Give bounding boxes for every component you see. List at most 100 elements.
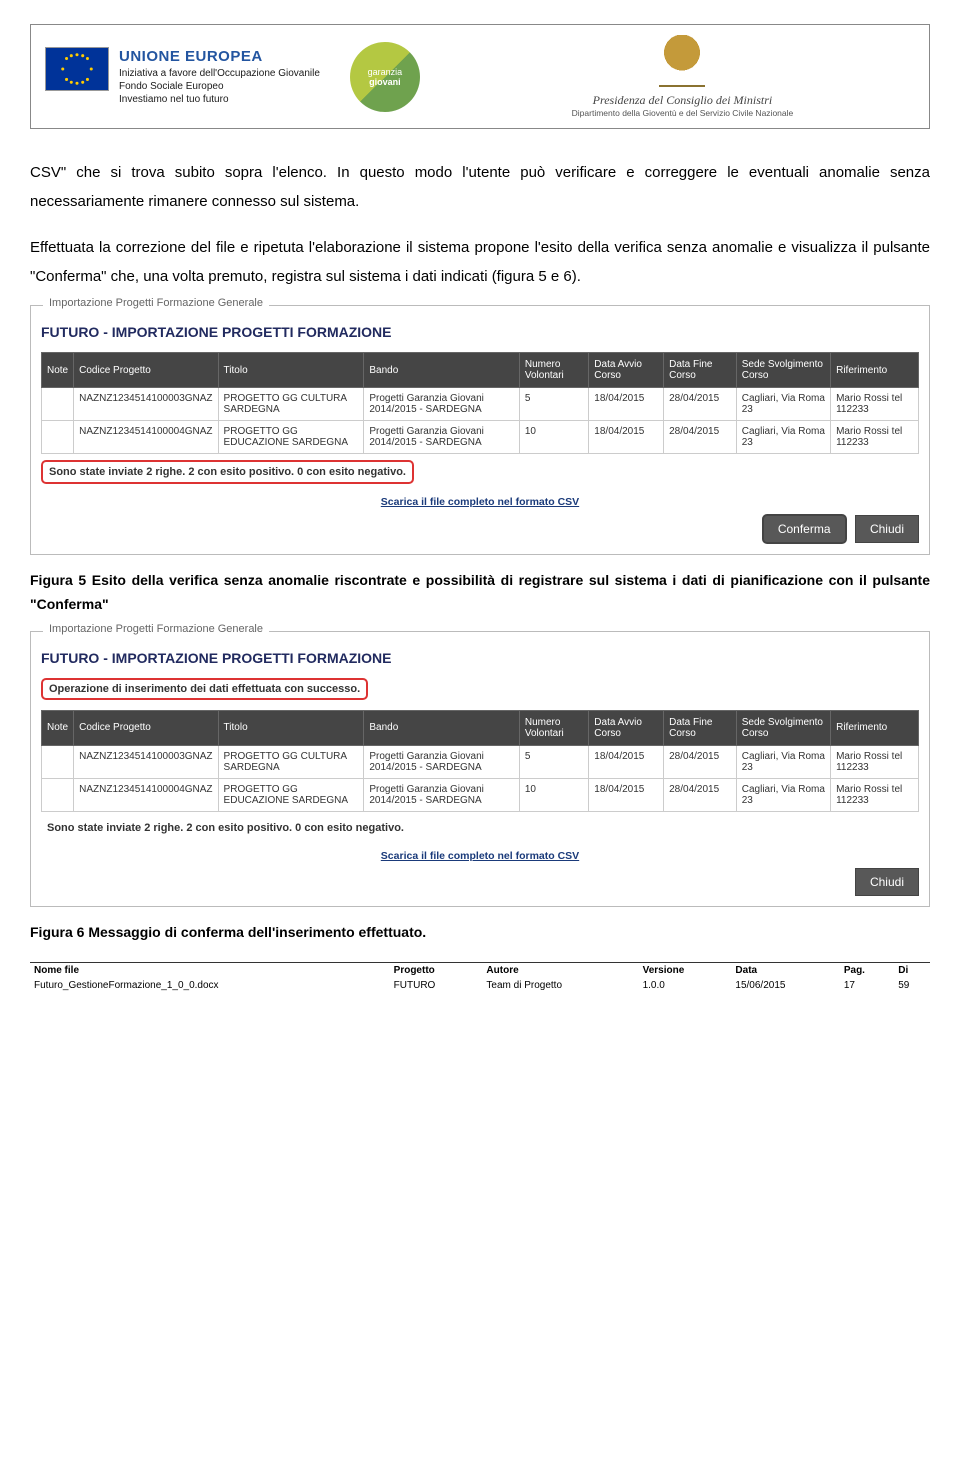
csv-download-link[interactable]: Scarica il file completo nel formato CSV — [41, 496, 919, 508]
footer-versione: 1.0.0 — [639, 978, 732, 993]
chiudi-button-2[interactable]: Chiudi — [855, 868, 919, 896]
table-header-cell: Data Avvio Corso — [589, 353, 664, 388]
conferma-button[interactable]: Conferma — [762, 514, 847, 544]
figure6-legend: Importazione Progetti Formazione General… — [43, 623, 269, 635]
figure6-success-msg: Operazione di inserimento dei dati effet… — [41, 678, 368, 700]
footer-h-progetto: Progetto — [390, 963, 483, 979]
table-header-cell: Data Fine Corso — [664, 710, 737, 745]
table-header-cell: Sede Svolgimento Corso — [736, 353, 830, 388]
eu-flag-icon — [45, 47, 109, 91]
table-cell — [42, 778, 74, 811]
table-cell: 5 — [519, 388, 588, 421]
italian-emblem-icon — [659, 35, 705, 87]
table-cell: 18/04/2015 — [589, 745, 664, 778]
table-header-cell: Bando — [364, 353, 519, 388]
table-cell: 28/04/2015 — [664, 421, 737, 454]
footer-h-versione: Versione — [639, 963, 732, 979]
footer-h-nomefile: Nome file — [30, 963, 390, 979]
table-header-cell: Note — [42, 710, 74, 745]
table-cell: 18/04/2015 — [589, 421, 664, 454]
figure5-panel: Importazione Progetti Formazione General… — [30, 305, 930, 555]
table-cell: Mario Rossi tel 112233 — [831, 421, 919, 454]
table-cell: 10 — [519, 421, 588, 454]
table-cell: Mario Rossi tel 112233 — [831, 388, 919, 421]
table-header-cell: Data Fine Corso — [664, 353, 737, 388]
figure6-section-title: FUTURO - IMPORTAZIONE PROGETTI FORMAZION… — [41, 650, 919, 666]
eu-line1: Iniziativa a favore dell'Occupazione Gio… — [119, 67, 320, 80]
table-cell: Progetti Garanzia Giovani 2014/2015 - SA… — [364, 421, 519, 454]
presidency-title: Presidenza del Consiglio dei Ministri — [450, 93, 915, 108]
table-cell: Cagliari, Via Roma 23 — [736, 778, 830, 811]
table-cell: 28/04/2015 — [664, 388, 737, 421]
table-header-cell: Codice Progetto — [74, 710, 218, 745]
garanzia-bottom: giovani — [368, 77, 403, 87]
table-cell — [42, 421, 74, 454]
figure5-legend: Importazione Progetti Formazione General… — [43, 297, 269, 309]
table-cell: 28/04/2015 — [664, 778, 737, 811]
figure5-status-line: Sono state inviate 2 righe. 2 con esito … — [41, 460, 414, 484]
footer-di: 59 — [894, 978, 930, 993]
csv-download-link-2[interactable]: Scarica il file completo nel formato CSV — [41, 850, 919, 862]
table-header-cell: Numero Volontari — [519, 710, 588, 745]
document-footer: Nome file Progetto Autore Versione Data … — [30, 962, 930, 993]
table-cell: Cagliari, Via Roma 23 — [736, 421, 830, 454]
figure6-caption: Figura 6 Messaggio di conferma dell'inse… — [30, 921, 930, 945]
table-cell: NAZNZ1234514100003GNAZ — [74, 745, 218, 778]
table-header-cell: Numero Volontari — [519, 353, 588, 388]
table-cell: PROGETTO GG CULTURA SARDEGNA — [218, 745, 364, 778]
table-row: NAZNZ1234514100003GNAZPROGETTO GG CULTUR… — [42, 388, 919, 421]
garanzia-logo: garanzia giovani — [350, 42, 420, 112]
table-cell: PROGETTO GG EDUCAZIONE SARDEGNA — [218, 421, 364, 454]
eu-line3: Investiamo nel tuo futuro — [119, 93, 320, 106]
table-cell: 18/04/2015 — [589, 778, 664, 811]
paragraph-2: Effettuata la correzione del file e ripe… — [30, 234, 930, 291]
garanzia-top: garanzia — [368, 67, 403, 77]
figure5-section-title: FUTURO - IMPORTAZIONE PROGETTI FORMAZION… — [41, 324, 919, 340]
table-header-cell: Note — [42, 353, 74, 388]
table-cell: 18/04/2015 — [589, 388, 664, 421]
table-cell: 5 — [519, 745, 588, 778]
table-header-cell: Titolo — [218, 353, 364, 388]
table-cell: Progetti Garanzia Giovani 2014/2015 - SA… — [364, 778, 519, 811]
footer-nomefile: Futuro_GestioneFormazione_1_0_0.docx — [30, 978, 390, 993]
footer-h-data: Data — [731, 963, 839, 979]
figure6-status-line: Sono state inviate 2 righe. 2 con esito … — [41, 818, 410, 838]
table-header-cell: Riferimento — [831, 353, 919, 388]
paragraph-1: CSV" che si trova subito sopra l'elenco.… — [30, 159, 930, 216]
table-row: NAZNZ1234514100003GNAZPROGETTO GG CULTUR… — [42, 745, 919, 778]
footer-h-pag: Pag. — [840, 963, 894, 979]
table-cell: PROGETTO GG CULTURA SARDEGNA — [218, 388, 364, 421]
table-header-cell: Titolo — [218, 710, 364, 745]
eu-line2: Fondo Sociale Europeo — [119, 80, 320, 93]
table-header-cell: Data Avvio Corso — [589, 710, 664, 745]
table-cell: NAZNZ1234514100004GNAZ — [74, 778, 218, 811]
figure6-panel: Importazione Progetti Formazione General… — [30, 631, 930, 907]
footer-data: 15/06/2015 — [731, 978, 839, 993]
presidency-sub: Dipartimento della Gioventù e del Serviz… — [450, 108, 915, 118]
table-header-cell: Codice Progetto — [74, 353, 218, 388]
footer-h-autore: Autore — [482, 963, 638, 979]
table-cell: Progetti Garanzia Giovani 2014/2015 - SA… — [364, 745, 519, 778]
table-cell: 10 — [519, 778, 588, 811]
table-cell: PROGETTO GG EDUCAZIONE SARDEGNA — [218, 778, 364, 811]
footer-progetto: FUTURO — [390, 978, 483, 993]
table-cell: Mario Rossi tel 112233 — [831, 745, 919, 778]
figure5-table: NoteCodice ProgettoTitoloBandoNumero Vol… — [41, 352, 919, 454]
table-cell: 28/04/2015 — [664, 745, 737, 778]
footer-h-di: Di — [894, 963, 930, 979]
table-header-cell: Riferimento — [831, 710, 919, 745]
table-row: NAZNZ1234514100004GNAZPROGETTO GG EDUCAZ… — [42, 778, 919, 811]
eu-logo-block: UNIONE EUROPEA Iniziativa a favore dell'… — [45, 47, 320, 106]
table-cell: Cagliari, Via Roma 23 — [736, 388, 830, 421]
table-cell — [42, 745, 74, 778]
table-row: NAZNZ1234514100004GNAZPROGETTO GG EDUCAZ… — [42, 421, 919, 454]
presidency-block: Presidenza del Consiglio dei Ministri Di… — [450, 35, 915, 118]
table-cell — [42, 388, 74, 421]
figure6-table: NoteCodice ProgettoTitoloBandoNumero Vol… — [41, 710, 919, 812]
table-cell: NAZNZ1234514100004GNAZ — [74, 421, 218, 454]
chiudi-button[interactable]: Chiudi — [855, 515, 919, 543]
table-cell: Progetti Garanzia Giovani 2014/2015 - SA… — [364, 388, 519, 421]
table-cell: Mario Rossi tel 112233 — [831, 778, 919, 811]
table-header-cell: Bando — [364, 710, 519, 745]
table-header-cell: Sede Svolgimento Corso — [736, 710, 830, 745]
